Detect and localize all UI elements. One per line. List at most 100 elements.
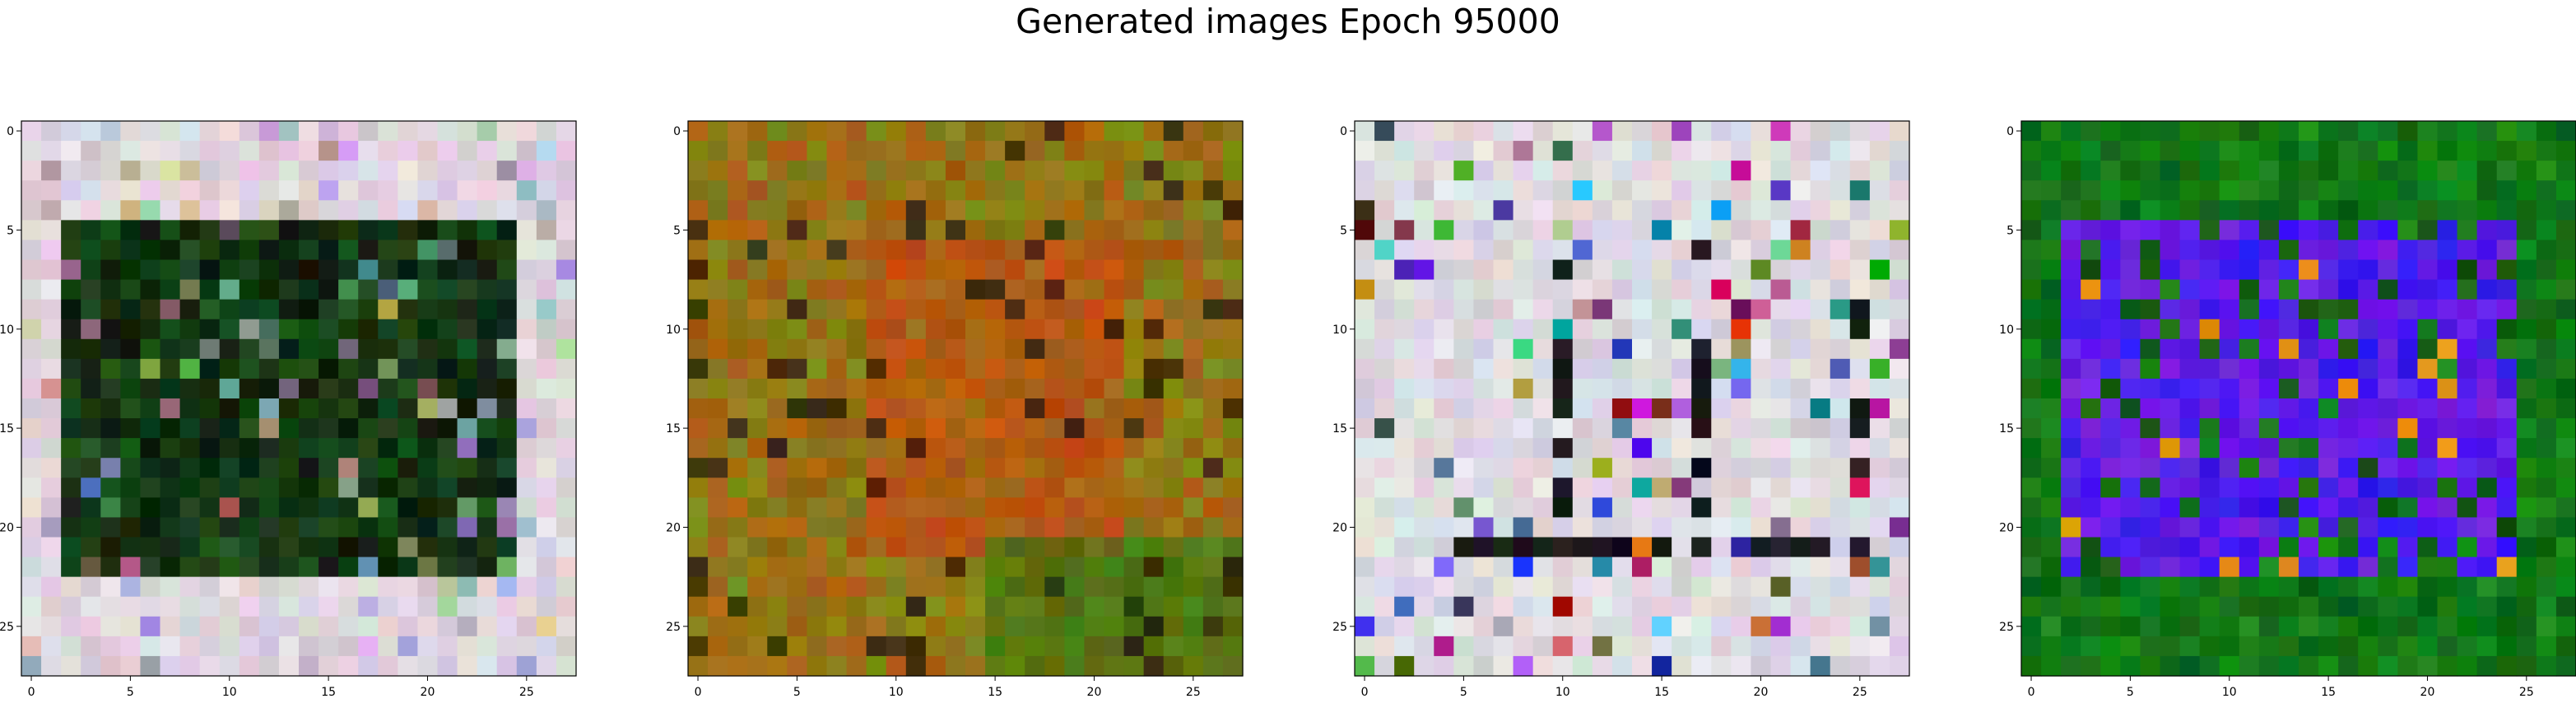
heatmap-cell [1123, 180, 1145, 201]
heatmap-cell [179, 636, 201, 657]
heatmap-cell [1672, 497, 1692, 519]
heatmap-cell [747, 418, 768, 439]
heatmap-cell [1064, 240, 1086, 261]
heatmap-cell [1493, 418, 1514, 439]
heatmap-cell [457, 279, 478, 300]
heatmap-cell [1513, 458, 1534, 478]
heatmap-cell [2239, 636, 2260, 657]
heatmap-cell [2378, 319, 2398, 340]
heatmap-cell [61, 200, 81, 221]
heatmap-cell [2021, 200, 2042, 221]
heatmap-cell [826, 517, 848, 538]
heatmap-cell [1374, 161, 1395, 181]
heatmap-cell [2397, 220, 2419, 241]
heatmap-cell [1123, 398, 1145, 419]
heatmap-cell [1731, 180, 1752, 201]
heatmap-cell [886, 299, 907, 320]
heatmap-cell [2041, 338, 2062, 360]
heatmap-cell [199, 319, 221, 340]
heatmap-cell [2100, 279, 2121, 300]
heatmap-cell [536, 596, 557, 617]
heatmap-cell [1414, 259, 1434, 281]
heatmap-cell [1005, 319, 1025, 340]
heatmap-cell [477, 200, 498, 221]
heatmap-cell [2258, 438, 2280, 459]
heatmap-cell [278, 259, 300, 281]
heatmap-cell [1374, 398, 1395, 419]
heatmap-cell [2100, 655, 2121, 677]
heatmap-cell [708, 200, 728, 221]
heatmap-cell [1572, 319, 1593, 340]
heatmap-cell [866, 477, 887, 498]
heatmap-cell [1611, 497, 1633, 519]
heatmap-cell [2299, 299, 2319, 320]
heatmap-cell [2299, 458, 2319, 478]
y-tick-label: 10 [1999, 324, 2014, 337]
heatmap-cell [1770, 557, 1792, 578]
heatmap-cell [1143, 497, 1165, 519]
heatmap-cell [2160, 398, 2181, 419]
heatmap-cell [516, 121, 537, 142]
heatmap-cell [925, 358, 946, 380]
heatmap-cell [21, 319, 42, 340]
heatmap-cell [925, 616, 946, 637]
heatmap-cell [1830, 338, 1851, 360]
heatmap-cell [1163, 438, 1184, 459]
heatmap-cell [965, 517, 986, 538]
heatmap-cell [219, 259, 240, 281]
heatmap-cell [2041, 418, 2062, 439]
heatmap-cell [767, 378, 788, 399]
heatmap-cell [2378, 220, 2398, 241]
axes-frame [1354, 120, 1910, 677]
heatmap-cell [2338, 616, 2359, 637]
heatmap-cell [1005, 497, 1025, 519]
heatmap-cell [2061, 557, 2081, 578]
heatmap-cell [1163, 259, 1184, 281]
heatmap-cell [140, 655, 161, 677]
heatmap-cell [219, 418, 240, 439]
heatmap-cell [2061, 141, 2081, 161]
heatmap-cell [905, 458, 927, 478]
heatmap-cell [1104, 358, 1125, 380]
heatmap-cell [100, 636, 121, 657]
heatmap-cell [1222, 141, 1244, 161]
y-tick-label: 10 [1332, 324, 1347, 337]
heatmap-cell [2061, 497, 2081, 519]
heatmap-cell [1552, 121, 1574, 142]
heatmap-cell [457, 557, 478, 578]
heatmap-cell [2219, 636, 2240, 657]
heatmap-cell [1222, 319, 1244, 340]
heatmap-cell [2338, 200, 2359, 221]
heatmap-cell [2160, 358, 2181, 380]
heatmap-cell [1202, 458, 1224, 478]
heatmap-cell [1731, 616, 1752, 637]
heatmap-cell [1064, 220, 1086, 241]
heatmap-cell [1434, 636, 1454, 657]
heatmap-cell [120, 458, 142, 478]
heatmap-cell [417, 319, 439, 340]
heatmap-cell [1143, 636, 1165, 657]
heatmap-cell [2258, 537, 2280, 558]
heatmap-cell [2457, 299, 2478, 320]
heatmap-cell [2338, 477, 2359, 498]
x-tick-label: 15 [1654, 686, 1669, 699]
heatmap-cell [2021, 557, 2042, 578]
heatmap-cell [688, 338, 709, 360]
heatmap-cell [61, 517, 81, 538]
heatmap-cell [1849, 398, 1871, 419]
heatmap-cell [2397, 378, 2419, 399]
heatmap-cell [2457, 240, 2478, 261]
heatmap-cell [925, 537, 946, 558]
heatmap-cell [2318, 161, 2339, 181]
heatmap-cell [1632, 398, 1653, 419]
heatmap-cell [219, 616, 240, 637]
heatmap-cell [1691, 279, 1712, 300]
heatmap-cell [199, 418, 221, 439]
heatmap-cell [2140, 557, 2161, 578]
heatmap-cell [1453, 200, 1475, 221]
heatmap-cell [1731, 200, 1752, 221]
heatmap-cell [2496, 576, 2518, 598]
heatmap-cell [1632, 557, 1653, 578]
heatmap-cell [1025, 537, 1045, 558]
heatmap-cell [1770, 378, 1792, 399]
